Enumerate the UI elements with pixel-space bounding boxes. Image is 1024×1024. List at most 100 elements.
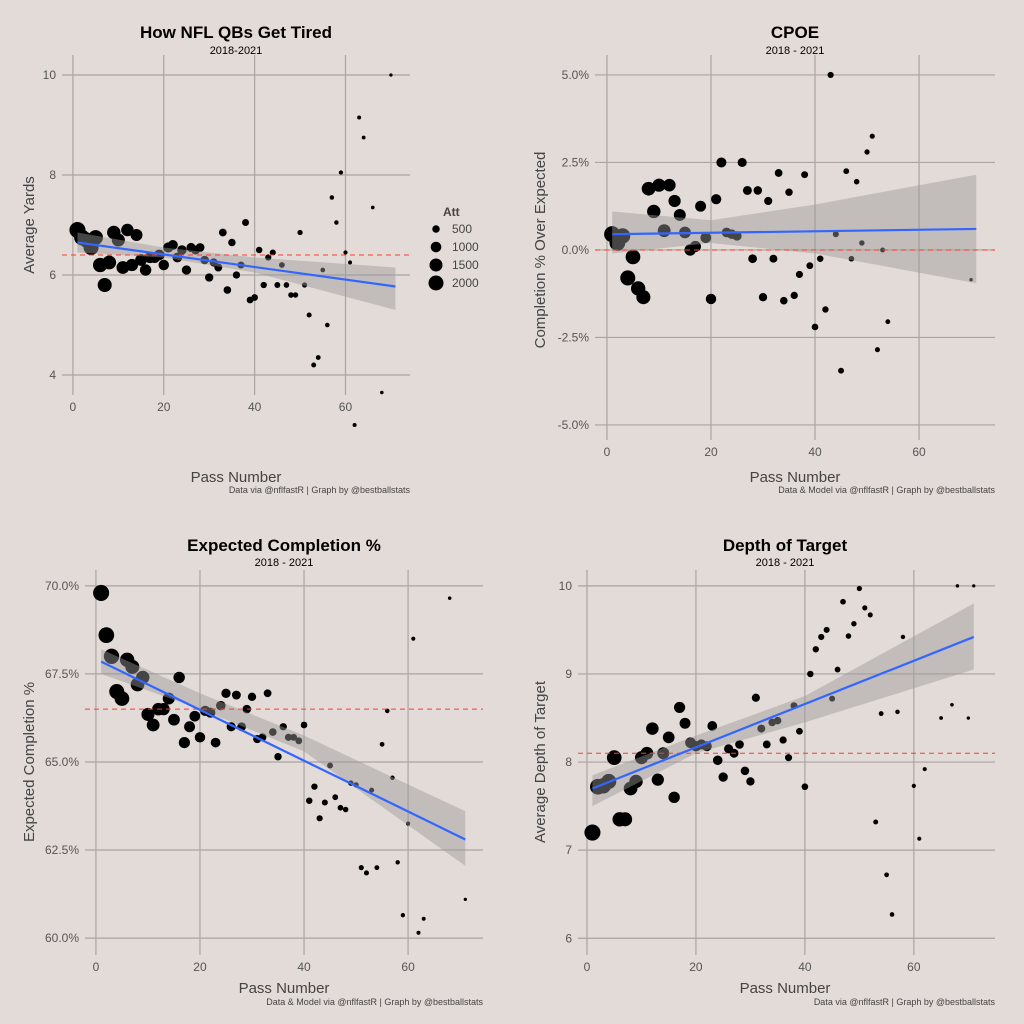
data-point xyxy=(746,777,755,786)
data-point xyxy=(823,626,830,633)
data-point xyxy=(292,292,299,298)
data-point xyxy=(380,390,384,395)
data-point xyxy=(139,264,152,276)
data-point xyxy=(889,912,895,917)
data-point xyxy=(269,249,276,256)
legend-label: 1500 xyxy=(452,258,479,272)
data-point xyxy=(712,755,723,766)
data-point xyxy=(707,721,718,731)
data-point xyxy=(121,223,134,237)
x-axis-label: Pass Number xyxy=(740,980,831,997)
chart-title: Depth of Target xyxy=(723,536,848,555)
data-point xyxy=(374,865,380,871)
x-tick-label: 40 xyxy=(297,960,311,974)
data-point xyxy=(338,170,344,175)
data-point xyxy=(125,258,139,272)
data-point xyxy=(102,255,117,270)
legend-label: 2000 xyxy=(452,276,479,290)
x-axis-label: Pass Number xyxy=(750,469,841,486)
caption: Data via @nflfastR | Graph by @bestballs… xyxy=(814,997,996,1007)
data-point xyxy=(864,149,870,155)
data-point xyxy=(832,231,839,238)
data-point xyxy=(662,731,675,744)
data-point xyxy=(210,737,221,748)
data-point xyxy=(265,254,272,261)
data-point xyxy=(652,178,666,192)
data-point xyxy=(181,265,192,275)
data-point xyxy=(130,229,143,241)
y-tick-label: 6 xyxy=(49,268,56,282)
data-point xyxy=(315,355,321,360)
data-point xyxy=(447,596,452,600)
data-point xyxy=(584,824,601,841)
data-point xyxy=(695,200,707,212)
legend-label: 500 xyxy=(452,222,472,236)
data-point xyxy=(742,185,752,195)
y-tick-label: -2.5% xyxy=(558,330,590,344)
data-point xyxy=(620,270,636,286)
data-point xyxy=(463,897,467,901)
y-tick-label: 8 xyxy=(565,755,572,769)
x-tick-label: 40 xyxy=(248,400,262,414)
data-point xyxy=(668,791,680,804)
data-point xyxy=(284,733,292,741)
y-tick-label: 65.0% xyxy=(45,755,79,769)
data-point xyxy=(618,812,633,827)
data-point xyxy=(325,322,330,328)
chart-title: CPOE xyxy=(771,23,819,42)
x-tick-label: 0 xyxy=(93,960,100,974)
data-point xyxy=(98,627,115,644)
data-point xyxy=(758,293,768,302)
confidence-ribbon xyxy=(612,174,977,284)
panel-expected-completion: Expected Completion % 2018 - 2021 0 20 40 6… xyxy=(21,536,484,1007)
x-tick-label: 20 xyxy=(689,960,703,974)
data-point xyxy=(189,710,201,722)
data-point xyxy=(97,277,112,293)
y-tick-label: -5.0% xyxy=(558,418,590,432)
y-tick-label: 8 xyxy=(49,168,56,182)
y-tick-label: 10 xyxy=(559,579,573,593)
data-point xyxy=(762,740,771,749)
data-point xyxy=(416,930,421,935)
data-point xyxy=(773,716,782,725)
data-point xyxy=(214,263,223,272)
data-point xyxy=(900,634,906,640)
data-point xyxy=(242,704,252,714)
data-point xyxy=(363,870,369,876)
data-point xyxy=(801,171,809,179)
data-point xyxy=(279,723,287,731)
legend-title: Att xyxy=(443,205,460,219)
data-point xyxy=(361,135,366,140)
data-point xyxy=(379,741,385,747)
chart-subtitle: 2018 - 2021 xyxy=(255,557,314,569)
data-point xyxy=(801,783,809,791)
data-point xyxy=(811,323,819,331)
data-point xyxy=(812,646,819,653)
data-point xyxy=(358,865,364,871)
data-point xyxy=(779,736,787,744)
data-point xyxy=(300,721,308,729)
y-axis-label: Average Depth of Target xyxy=(532,680,549,843)
data-point xyxy=(646,722,659,735)
data-point xyxy=(357,115,362,120)
data-point xyxy=(673,701,686,714)
y-axis-label: Expected Completion % xyxy=(21,682,38,842)
data-point xyxy=(395,860,400,865)
data-point xyxy=(679,717,691,729)
data-point xyxy=(255,246,263,254)
data-point xyxy=(856,585,863,592)
data-point xyxy=(194,732,206,743)
data-point xyxy=(400,913,406,918)
data-point xyxy=(757,724,766,733)
data-point xyxy=(829,695,836,702)
data-point xyxy=(689,240,701,253)
x-axis-label: Pass Number xyxy=(239,980,330,997)
data-point xyxy=(411,636,416,641)
y-axis-label: Average Yards xyxy=(21,176,38,274)
data-point xyxy=(840,598,846,605)
data-point xyxy=(636,290,651,305)
data-point xyxy=(895,709,900,715)
data-point xyxy=(859,240,865,246)
x-tick-label: 0 xyxy=(584,960,591,974)
data-point xyxy=(764,196,773,206)
